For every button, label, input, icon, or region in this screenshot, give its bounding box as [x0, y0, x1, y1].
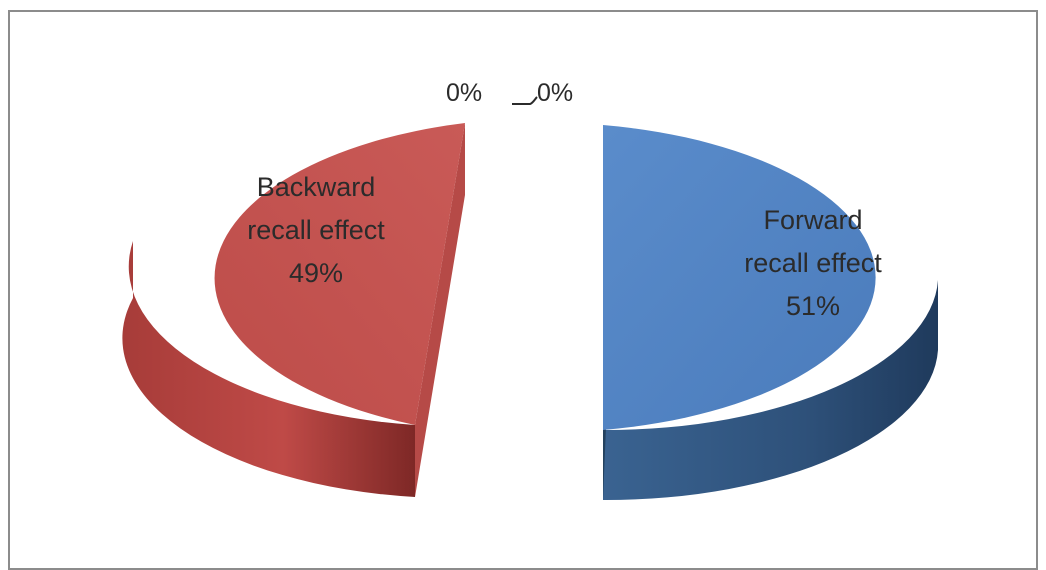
forward-percent-label: 51%: [786, 291, 840, 321]
zero-label-left: 0%: [446, 79, 482, 107]
zero-label-right: 0%: [537, 79, 573, 107]
pie-chart: 0% 0% Backward recall effect 49% Forward…: [122, 79, 938, 501]
backward-label-line1: Backward: [257, 172, 376, 202]
slice-forward-top: [603, 125, 876, 430]
backward-label-line2: recall effect: [247, 215, 385, 245]
slice-backward: [122, 123, 465, 497]
slice-backward-top: [214, 123, 465, 425]
forward-label-line2: recall effect: [744, 248, 882, 278]
slice-forward-side: [603, 280, 938, 501]
slice-forward: [603, 125, 938, 501]
slice-backward-edge: [415, 123, 465, 497]
slice-backward-side: [122, 241, 416, 497]
backward-percent-label: 49%: [289, 258, 343, 288]
forward-label-line1: Forward: [763, 205, 862, 235]
zero-leader-line: [512, 96, 538, 105]
